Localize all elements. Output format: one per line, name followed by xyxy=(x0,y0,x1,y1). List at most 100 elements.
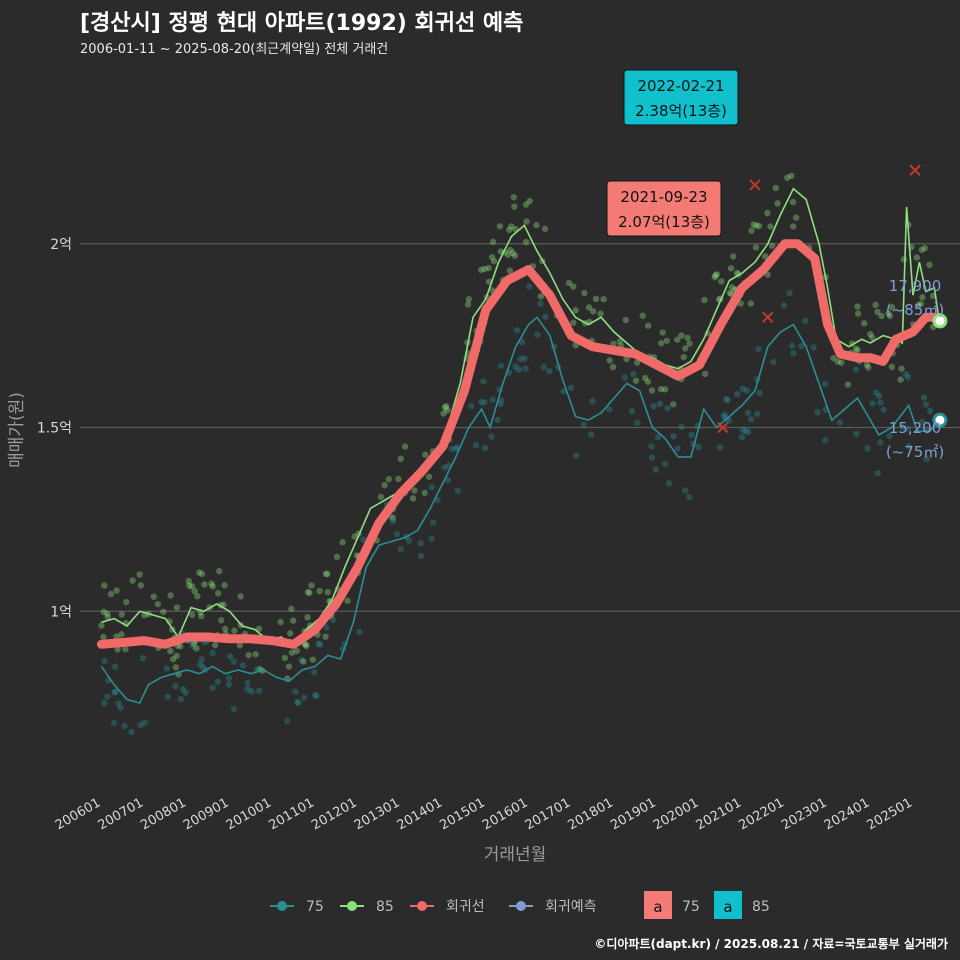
x-tick-label: 202401 xyxy=(822,795,872,833)
data-point xyxy=(606,406,613,413)
data-point xyxy=(480,378,487,385)
data-point xyxy=(468,402,475,410)
x-tick-label: 201501 xyxy=(437,795,487,833)
data-point xyxy=(497,401,504,408)
data-point xyxy=(322,570,330,578)
x-axis-label: 거래년월 xyxy=(484,845,547,865)
data-point xyxy=(600,295,607,303)
data-point xyxy=(869,334,876,341)
data-point xyxy=(877,399,884,406)
data-point xyxy=(385,475,392,483)
data-point xyxy=(381,481,388,489)
data-point xyxy=(515,366,523,373)
data-point xyxy=(525,283,533,290)
legend-box-glyph: a xyxy=(723,898,732,916)
data-point xyxy=(748,227,755,234)
data-point xyxy=(214,590,222,597)
data-point xyxy=(497,362,505,370)
x-tick-label: 201201 xyxy=(309,795,359,833)
data-point xyxy=(772,184,779,192)
data-point xyxy=(878,312,885,320)
data-point xyxy=(201,581,208,588)
data-point xyxy=(606,357,613,364)
x-tick-label: 202501 xyxy=(865,795,915,833)
data-point xyxy=(333,553,341,561)
data-point xyxy=(217,617,225,624)
data-point xyxy=(172,664,179,671)
data-point xyxy=(510,193,518,201)
data-point xyxy=(770,358,777,366)
data-point xyxy=(507,246,514,254)
x-tick-label: 201101 xyxy=(266,795,316,833)
data-point xyxy=(701,370,709,378)
data-point xyxy=(115,700,122,707)
data-point xyxy=(485,264,492,272)
y-tick-label: 2억 xyxy=(50,237,72,253)
data-point xyxy=(634,419,641,426)
data-point xyxy=(511,252,519,259)
data-point xyxy=(918,246,925,254)
data-point xyxy=(872,301,879,309)
data-point xyxy=(521,355,528,362)
data-point xyxy=(922,401,930,408)
data-point xyxy=(659,329,666,336)
data-point xyxy=(768,242,776,249)
data-point xyxy=(678,423,685,431)
data-point xyxy=(488,433,495,440)
data-point xyxy=(560,387,567,395)
data-point xyxy=(425,473,433,480)
data-point xyxy=(867,331,874,338)
data-point xyxy=(920,394,928,401)
endpoint-marker-85 xyxy=(932,313,948,329)
data-point xyxy=(306,589,313,597)
data-point xyxy=(665,480,673,487)
data-point xyxy=(518,339,526,346)
data-point xyxy=(494,416,501,424)
data-point xyxy=(136,571,143,578)
data-point xyxy=(209,583,216,590)
data-point xyxy=(565,279,573,287)
data-point xyxy=(727,265,735,272)
data-point xyxy=(496,223,504,230)
data-point xyxy=(854,347,861,354)
data-point xyxy=(300,658,307,665)
data-point xyxy=(755,222,763,230)
data-point xyxy=(873,389,880,396)
data-point xyxy=(522,238,530,246)
data-point xyxy=(293,698,301,706)
data-point xyxy=(657,386,665,393)
data-point xyxy=(526,197,533,205)
data-point xyxy=(639,312,646,319)
legend-box-label: 85 xyxy=(752,899,770,915)
data-point xyxy=(104,693,111,700)
legend-dot-swatch xyxy=(347,901,357,911)
data-point xyxy=(198,656,205,663)
data-point xyxy=(417,552,425,560)
endpoint-marker-75 xyxy=(932,412,948,428)
data-point xyxy=(397,455,404,463)
y-tick-label: 1.5억 xyxy=(37,421,72,437)
data-point xyxy=(789,198,797,206)
data-point xyxy=(324,588,331,596)
cancelled-mark xyxy=(762,311,774,323)
callout-date: 2021-09-23 xyxy=(620,188,707,206)
data-point xyxy=(113,633,120,640)
data-point xyxy=(498,397,505,404)
data-point xyxy=(244,679,251,687)
data-point xyxy=(118,631,125,638)
data-point xyxy=(452,445,460,452)
data-point xyxy=(852,345,860,353)
data-point xyxy=(351,533,358,540)
chart-subtitle: 2006-01-11 ~ 2025-08-20(최근계약일) 전체 거래건 xyxy=(80,42,388,57)
data-point xyxy=(389,514,397,522)
data-point xyxy=(185,577,192,585)
data-point xyxy=(248,688,255,695)
data-point xyxy=(588,431,595,438)
data-point xyxy=(656,400,664,407)
data-point xyxy=(117,704,124,711)
y-axis-label: 매매가(원) xyxy=(7,392,27,468)
data-point xyxy=(756,389,763,397)
cancelled-mark xyxy=(749,179,761,191)
data-point xyxy=(622,316,630,324)
cancelled-marks xyxy=(717,164,921,434)
